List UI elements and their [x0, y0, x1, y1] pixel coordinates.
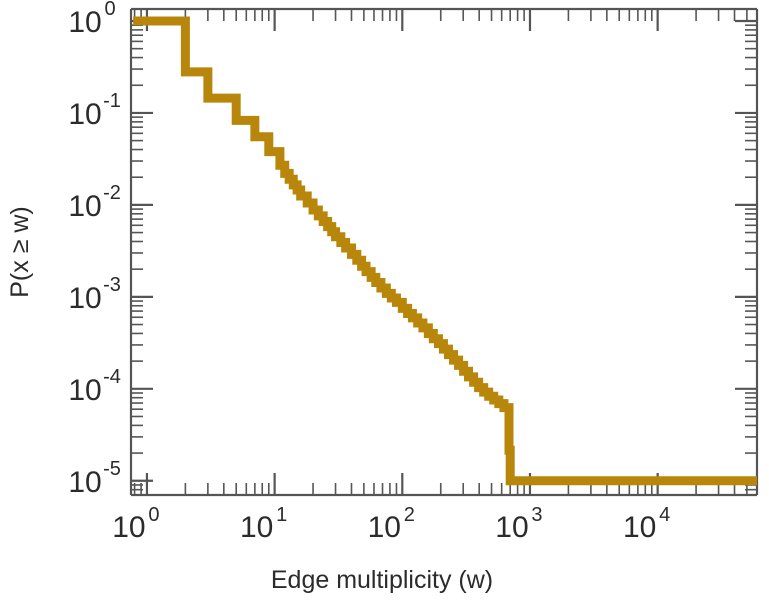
y-tick-mantissa: 10	[68, 374, 101, 407]
x-tick-mantissa: 10	[495, 511, 528, 544]
y-tick-exponent: -1	[103, 90, 121, 112]
x-axis-title: Edge multiplicity (w)	[271, 566, 493, 594]
y-tick-exponent: -4	[103, 366, 121, 388]
y-tick-mantissa: 10	[68, 6, 101, 39]
x-tick-mantissa: 10	[623, 511, 656, 544]
y-tick-label: 10 -1	[68, 90, 121, 131]
axes-group	[129, 7, 759, 497]
y-tick-mantissa: 10	[68, 98, 101, 131]
axis-titles-group: Edge multiplicity (w) P(x ≥ w)	[6, 206, 493, 594]
data-series-group	[133, 16, 757, 486]
x-tick-label: 10 1	[240, 504, 287, 544]
y-tick-label: 10 -5	[68, 458, 121, 499]
x-tick-exponent: 1	[276, 504, 287, 526]
x-tick-label: 10 2	[368, 504, 415, 544]
y-tick-label: 10 -4	[68, 366, 121, 407]
y-tick-exponent: -3	[103, 274, 121, 296]
tick-labels-group: 10 0 10 1 10 2 10 3 10 410 010 -110 -210 -310 -410 -5	[68, 0, 670, 544]
y-tick-label: 10 -3	[68, 274, 121, 315]
x-tick-exponent: 4	[659, 504, 670, 526]
y-tick-label: 10 -2	[68, 182, 121, 223]
y-axis-title: P(x ≥ w)	[6, 206, 34, 298]
y-tick-mantissa: 10	[68, 190, 101, 223]
y-tick-mantissa: 10	[68, 466, 101, 499]
y-tick-exponent: 0	[104, 0, 115, 20]
x-tick-exponent: 3	[531, 504, 542, 526]
y-tick-mantissa: 10	[68, 282, 101, 315]
y-tick-exponent: -5	[103, 458, 121, 480]
x-tick-mantissa: 10	[240, 511, 273, 544]
x-tick-label: 10 4	[623, 504, 670, 544]
x-tick-label: 10 3	[495, 504, 542, 544]
y-tick-exponent: -2	[103, 182, 121, 204]
major-ticks-group	[131, 9, 757, 495]
ccdf-curve	[133, 16, 757, 486]
x-tick-label: 10 0	[112, 504, 159, 544]
x-tick-mantissa: 10	[112, 511, 145, 544]
y-tick-label: 10 0	[68, 0, 115, 39]
x-tick-mantissa: 10	[368, 511, 401, 544]
minor-ticks-group	[131, 9, 758, 496]
x-tick-exponent: 2	[404, 504, 415, 526]
x-tick-exponent: 0	[148, 504, 159, 526]
